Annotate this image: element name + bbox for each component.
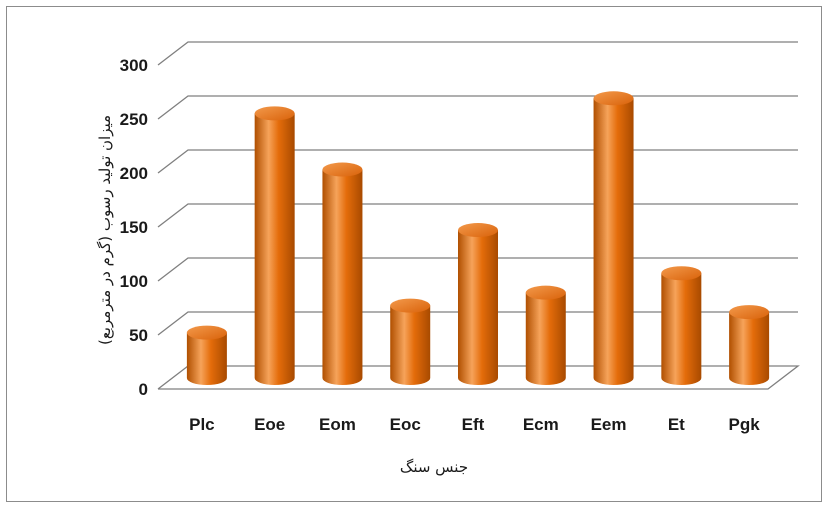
y-tick-label: 100: [120, 272, 148, 291]
x-axis-title: جنس سنگ: [400, 458, 468, 476]
bar-ecm: [525, 285, 566, 386]
bar-et: [661, 266, 702, 386]
x-category-label: Eft: [462, 415, 485, 434]
bar-eft: [458, 223, 498, 385]
chart-frame: [6, 6, 822, 502]
x-category-label: Et: [668, 415, 685, 434]
gridline: [157, 41, 798, 66]
y-tick-label: 150: [120, 218, 148, 237]
bars: [186, 91, 770, 386]
x-category-label: Eoe: [254, 415, 285, 434]
gridline: [157, 365, 800, 390]
gridline: [157, 95, 798, 120]
bar-eoe: [254, 106, 295, 385]
bar-eoc: [390, 298, 431, 386]
x-category-label: Eoc: [390, 415, 421, 434]
x-category-label: Pgk: [729, 415, 761, 434]
x-category-label: Ecm: [523, 415, 559, 434]
x-axis-categories: Plc Eoe Eom Eoc Eft Ecm Eem Et Pgk: [189, 415, 760, 434]
y-tick-label: 200: [120, 164, 148, 183]
bar-eom: [322, 162, 363, 386]
y-tick-label: 250: [120, 110, 148, 129]
x-category-label: Eem: [591, 415, 627, 434]
y-axis-title: میزان تولید رسوب (گرم در مترمربع): [96, 115, 114, 345]
x-category-label: Eom: [319, 415, 356, 434]
gridline: [157, 149, 798, 174]
y-tick-label: 50: [129, 326, 148, 345]
y-tick-label: 300: [120, 56, 148, 75]
bar-pgk: [729, 305, 770, 386]
y-axis-ticks: 0 50 100 150 200 250 300: [120, 56, 148, 399]
y-tick-label: 0: [139, 380, 148, 399]
bar-plc: [186, 325, 227, 386]
x-category-label: Plc: [189, 415, 215, 434]
bar-eem: [593, 91, 634, 386]
